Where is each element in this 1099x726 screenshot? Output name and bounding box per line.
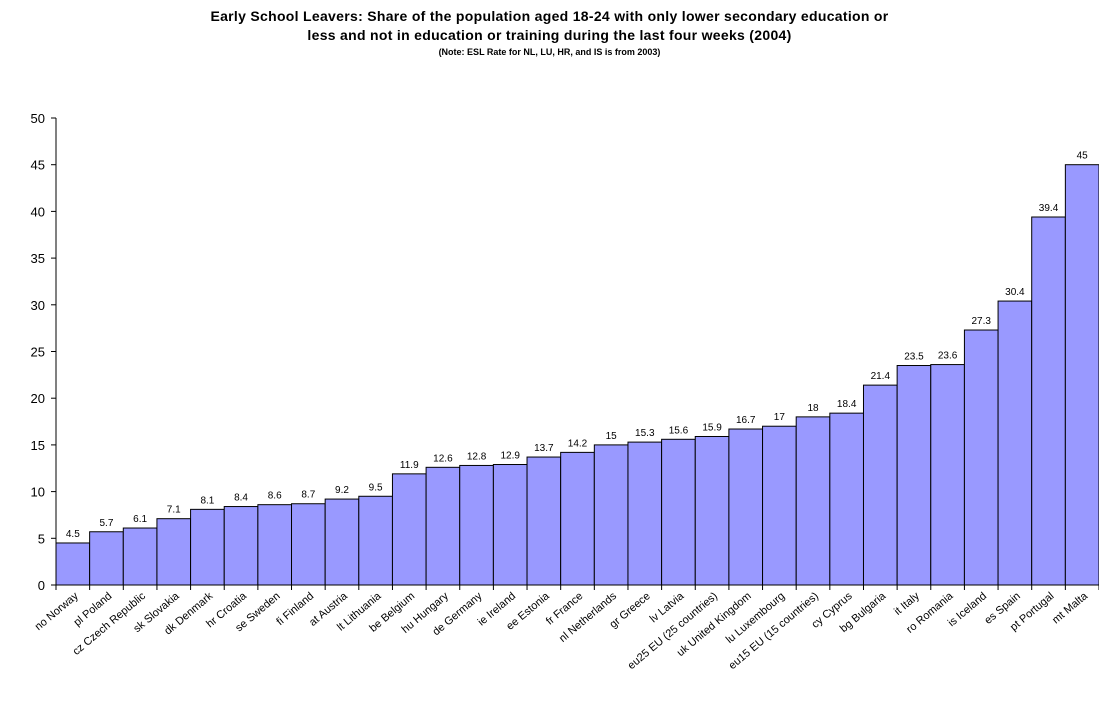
- category-label: nl Netherlands: [557, 590, 619, 645]
- bar: [560, 451, 595, 586]
- data-label: 9.5: [369, 482, 383, 493]
- bar: [223, 506, 259, 586]
- y-tick-label: 25: [31, 345, 45, 360]
- data-label: 23.5: [904, 352, 924, 363]
- data-label: 17: [774, 412, 786, 423]
- y-tick-label: 30: [31, 298, 45, 313]
- y-tick-label: 5: [38, 531, 45, 546]
- y-tick-label: 10: [31, 485, 45, 500]
- bar: [358, 495, 393, 586]
- data-label: 11.9: [400, 460, 419, 471]
- data-label: 18: [807, 403, 819, 414]
- data-label: 16.7: [736, 415, 756, 426]
- category-label: mt Malta: [1050, 590, 1091, 627]
- data-label: 8.6: [268, 491, 282, 502]
- data-label: 18.4: [837, 399, 857, 410]
- y-tick-label: 20: [31, 391, 45, 406]
- data-label: 15: [606, 431, 618, 442]
- bar: [829, 412, 864, 586]
- data-label: 8.7: [301, 490, 315, 501]
- bar: [156, 518, 192, 586]
- data-label: 9.2: [335, 485, 349, 496]
- y-tick-label: 40: [31, 204, 45, 219]
- chart-title-line2: less and not in education or training du…: [307, 27, 792, 43]
- bar: [492, 464, 528, 586]
- bar: [762, 425, 797, 586]
- data-label: 12.6: [433, 453, 453, 464]
- data-label: 5.7: [100, 518, 114, 529]
- category-label: it Italy: [892, 590, 922, 618]
- y-tick-label: 35: [31, 251, 45, 266]
- bar: [190, 508, 225, 586]
- bar: [930, 364, 965, 586]
- bar: [1064, 164, 1099, 586]
- data-label: 8.4: [234, 493, 248, 504]
- bar: [896, 365, 932, 586]
- bar: [795, 416, 831, 586]
- data-label: 39.4: [1039, 203, 1059, 214]
- bar: [55, 542, 91, 586]
- chart-subtitle: (Note: ESL Rate for NL, LU, HR, and IS i…: [438, 47, 661, 57]
- bar: [627, 441, 663, 586]
- bar: [459, 464, 494, 586]
- category-label: no Norway: [33, 590, 81, 633]
- data-label: 23.6: [938, 351, 958, 362]
- bar: [425, 466, 461, 586]
- data-label: 12.9: [500, 451, 520, 462]
- y-tick-label: 45: [31, 158, 45, 173]
- data-label: 45: [1077, 151, 1089, 162]
- y-tick-label: 0: [38, 578, 45, 593]
- bar: [963, 329, 999, 586]
- bar: [391, 473, 427, 586]
- data-label: 21.4: [871, 371, 891, 382]
- data-label: 30.4: [1005, 287, 1025, 298]
- data-label: 6.1: [133, 514, 147, 525]
- bar: [1031, 216, 1066, 586]
- data-label: 15.9: [702, 422, 722, 433]
- data-label: 12.8: [467, 451, 487, 462]
- data-label: 4.5: [66, 529, 80, 540]
- data-label: 13.7: [534, 443, 554, 454]
- bar: [593, 444, 629, 586]
- data-label: 7.1: [167, 505, 181, 516]
- data-label: 15.6: [669, 425, 689, 436]
- chart-title: Early School Leavers: Share of the popul…: [210, 8, 889, 24]
- data-label: 27.3: [972, 316, 992, 327]
- y-tick-label: 50: [31, 111, 45, 126]
- bar: [291, 503, 326, 586]
- data-label: 15.3: [635, 428, 655, 439]
- bar: [661, 438, 696, 586]
- bar: [324, 498, 360, 586]
- bar: [728, 428, 764, 586]
- bar: [862, 384, 898, 586]
- data-label: 8.1: [200, 495, 214, 506]
- bar: [526, 456, 562, 586]
- bar: [694, 435, 730, 586]
- bar: [89, 531, 124, 586]
- bar: [257, 504, 293, 586]
- bar: [122, 527, 158, 586]
- y-tick-label: 15: [31, 438, 45, 453]
- bar: [997, 300, 1033, 586]
- data-label: 14.2: [568, 438, 588, 449]
